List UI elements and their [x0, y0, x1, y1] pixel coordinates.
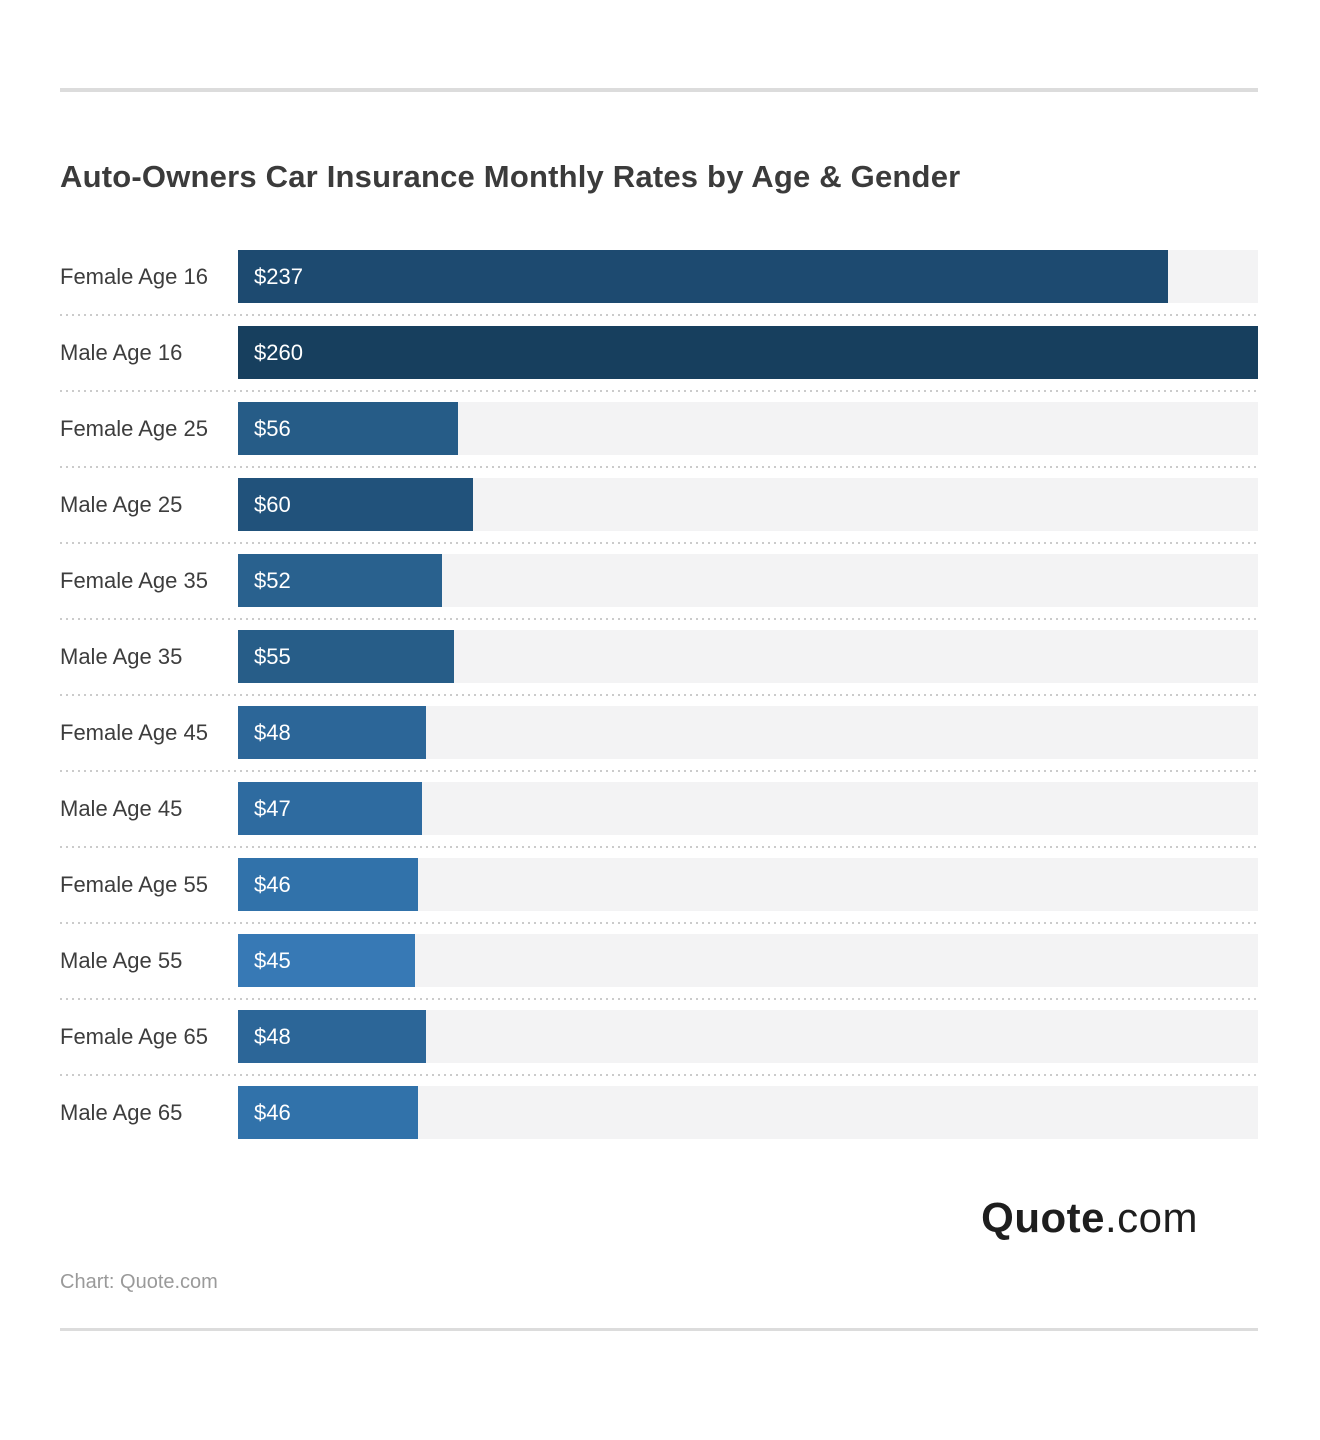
logo-bold-text: Quote [981, 1194, 1105, 1241]
bar-value-label: $60 [254, 491, 291, 517]
category-label: Male Age 65 [60, 1099, 183, 1125]
chart-row-inner: Female Age 25 $56 [60, 402, 1258, 455]
category-label: Female Age 45 [60, 719, 208, 745]
bar-value-label: $52 [254, 567, 291, 593]
bar: $260 [238, 326, 1258, 379]
bar-track: $48 [238, 706, 1258, 759]
bar-track: $46 [238, 858, 1258, 911]
bar-track: $56 [238, 402, 1258, 455]
bar-value-label: $260 [254, 339, 303, 365]
chart-row-inner: Female Age 65 $48 [60, 1010, 1258, 1063]
bar-track: $46 [238, 1086, 1258, 1139]
bar-value-label: $48 [254, 719, 291, 745]
bar-track: $60 [238, 478, 1258, 531]
bar-value-label: $47 [254, 795, 291, 821]
category-label: Female Age 16 [60, 263, 208, 289]
bar-track: $47 [238, 782, 1258, 835]
category-label: Female Age 65 [60, 1023, 208, 1049]
chart-row-inner: Female Age 16 $237 [60, 250, 1258, 303]
bar: $52 [238, 554, 442, 607]
bar: $45 [238, 934, 415, 987]
quote-com-logo: Quote.com [981, 1194, 1198, 1242]
bar: $237 [238, 250, 1168, 303]
bar: $48 [238, 1010, 427, 1063]
chart-row-inner: Male Age 35 $55 [60, 630, 1258, 683]
chart-row: Female Age 45 $48 [60, 706, 1258, 782]
top-divider [60, 88, 1258, 92]
bar-value-label: $46 [254, 871, 291, 897]
chart-row: Female Age 55 $46 [60, 858, 1258, 934]
bottom-divider [60, 1328, 1258, 1331]
bar-track: $45 [238, 934, 1258, 987]
bar-value-label: $237 [254, 263, 303, 289]
category-label: Female Age 25 [60, 415, 208, 441]
chart-row: Female Age 16 $237 [60, 250, 1258, 326]
chart-row: Male Age 35 $55 [60, 630, 1258, 706]
category-label: Female Age 55 [60, 871, 208, 897]
category-label: Male Age 35 [60, 643, 183, 669]
category-label: Male Age 16 [60, 339, 183, 365]
category-label: Male Age 45 [60, 795, 183, 821]
category-label: Male Age 55 [60, 947, 183, 973]
chart-row-inner: Male Age 45 $47 [60, 782, 1258, 835]
chart-row: Male Age 65 $46 [60, 1086, 1258, 1162]
chart-row: Male Age 55 $45 [60, 934, 1258, 1010]
chart-row-inner: Male Age 55 $45 [60, 934, 1258, 987]
chart-source-credit: Chart: Quote.com [60, 1271, 218, 1293]
bar: $46 [238, 858, 419, 911]
bar-value-label: $55 [254, 643, 291, 669]
bar-value-label: $48 [254, 1023, 291, 1049]
chart-row-inner: Male Age 25 $60 [60, 478, 1258, 531]
chart-row-inner: Female Age 35 $52 [60, 554, 1258, 607]
bar-value-label: $46 [254, 1099, 291, 1125]
category-label: Male Age 25 [60, 491, 183, 517]
chart-row: Female Age 25 $56 [60, 402, 1258, 478]
bar-value-label: $56 [254, 415, 291, 441]
chart-row: Female Age 65 $48 [60, 1010, 1258, 1086]
logo-light-text: .com [1104, 1194, 1198, 1241]
bar-value-label: $45 [254, 947, 291, 973]
chart-row: Male Age 45 $47 [60, 782, 1258, 858]
bar: $46 [238, 1086, 419, 1139]
bar: $48 [238, 706, 427, 759]
bar-track: $260 [238, 326, 1258, 379]
chart-row-inner: Female Age 55 $46 [60, 858, 1258, 911]
chart-row-inner: Male Age 65 $46 [60, 1086, 1258, 1139]
chart-row: Male Age 16 $260 [60, 326, 1258, 402]
chart-row: Male Age 25 $60 [60, 478, 1258, 554]
bar-track: $48 [238, 1010, 1258, 1063]
chart-row-inner: Male Age 16 $260 [60, 326, 1258, 379]
bar: $55 [238, 630, 454, 683]
bar-track: $55 [238, 630, 1258, 683]
chart-title: Auto-Owners Car Insurance Monthly Rates … [60, 159, 961, 194]
bar: $60 [238, 478, 474, 531]
bar-track: $237 [238, 250, 1258, 303]
bar-chart: Female Age 16 $237 Male Age 16 $260 Female A… [60, 250, 1258, 1162]
chart-row: Female Age 35 $52 [60, 554, 1258, 630]
category-label: Female Age 35 [60, 567, 208, 593]
bar: $47 [238, 782, 423, 835]
chart-row-inner: Female Age 45 $48 [60, 706, 1258, 759]
bar-track: $52 [238, 554, 1258, 607]
bar: $56 [238, 402, 458, 455]
